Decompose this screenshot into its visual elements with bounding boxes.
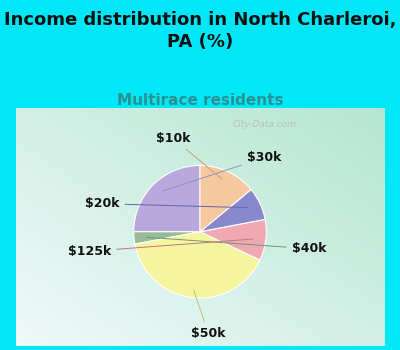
Text: $40k: $40k: [147, 237, 326, 255]
Wedge shape: [200, 166, 251, 232]
Wedge shape: [135, 232, 260, 298]
Text: City-Data.com: City-Data.com: [233, 120, 297, 130]
Text: $20k: $20k: [85, 197, 248, 210]
Text: Income distribution in North Charleroi,
PA (%): Income distribution in North Charleroi, …: [4, 10, 396, 51]
Wedge shape: [200, 219, 266, 260]
Text: $30k: $30k: [163, 151, 281, 191]
Text: $125k: $125k: [68, 239, 253, 258]
Text: $50k: $50k: [191, 290, 226, 340]
Wedge shape: [134, 232, 200, 244]
Wedge shape: [134, 166, 200, 232]
Text: Multirace residents: Multirace residents: [117, 93, 283, 108]
Text: $10k: $10k: [156, 132, 222, 179]
Wedge shape: [200, 189, 265, 232]
